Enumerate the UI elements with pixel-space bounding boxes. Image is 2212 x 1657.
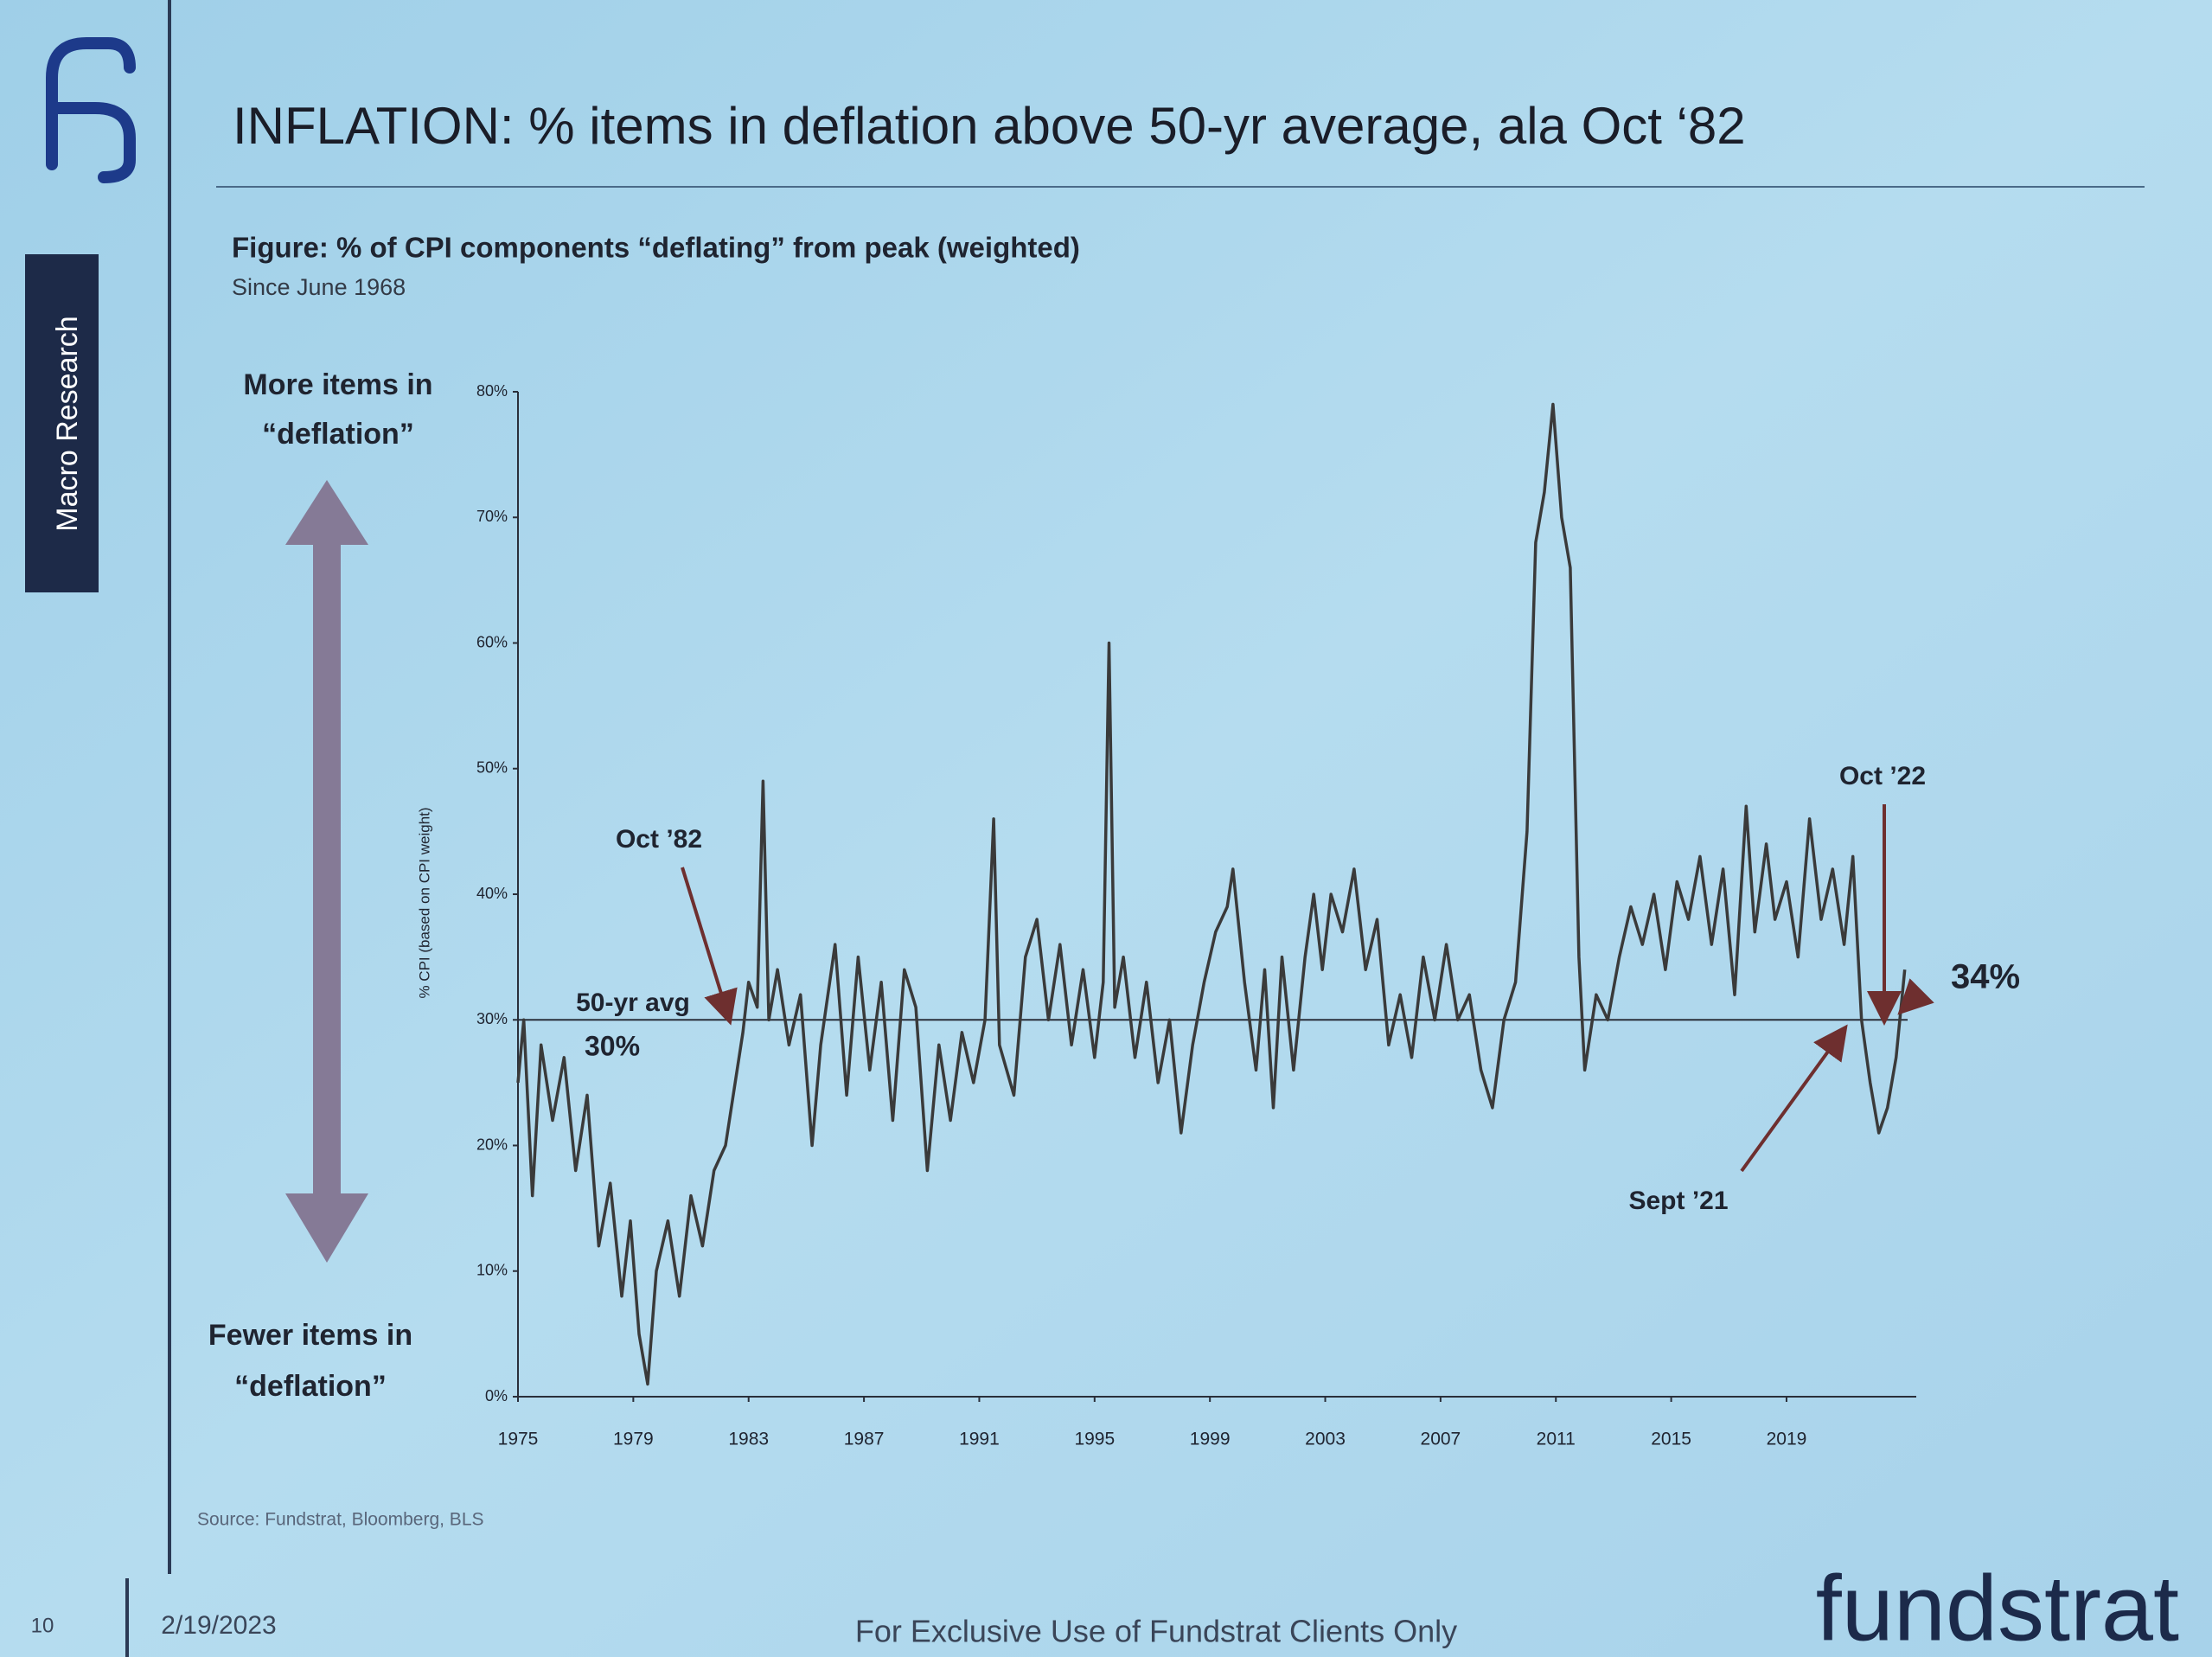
source: Source: Fundstrat, Bloomberg, BLS [197, 1510, 484, 1530]
sidebar-box [25, 254, 99, 592]
annotation: Oct ’82 [616, 825, 702, 854]
reference-label: 50-yr avg [576, 988, 690, 1017]
y-tick-label: 0% [485, 1387, 508, 1404]
annotation-arrow [1740, 1024, 1848, 1173]
y-axis-label: % CPI (based on CPI weight) [416, 807, 432, 998]
slide-title: INFLATION: % items in deflation above 50… [233, 97, 1746, 155]
y-tick-label: 20% [476, 1136, 508, 1153]
y-tick-label: 10% [476, 1262, 508, 1279]
logo [46, 37, 136, 183]
y-tick-label: 80% [476, 382, 508, 400]
x-tick-label: 1975 [498, 1430, 539, 1449]
footer-date: 2/19/2023 [161, 1611, 276, 1640]
footer-notice: For Exclusive Use of Fundstrat Clients O… [855, 1614, 1457, 1649]
y-tick-label: 50% [476, 759, 508, 777]
brand: fundstrat [1816, 1556, 2179, 1657]
x-tick-label: 1983 [728, 1430, 769, 1449]
data-line [516, 402, 1907, 1386]
sidebar-label: Macro Research [51, 316, 84, 531]
figure-title: Figure: % of CPI components “deflating” … [232, 232, 1080, 264]
x-tick-label: 1995 [1074, 1430, 1115, 1449]
y-tick-label: 40% [476, 885, 508, 902]
annotation-arrow [681, 867, 738, 1026]
x-tick-label: 2015 [1651, 1430, 1691, 1449]
x-tick-label: 2007 [1421, 1430, 1461, 1449]
top-note: “deflation” [262, 418, 414, 451]
x-tick-label: 1999 [1190, 1430, 1231, 1449]
x-tick-label: 1991 [959, 1430, 1000, 1449]
x-tick-label: 1979 [613, 1430, 654, 1449]
y-tick-label: 70% [476, 508, 508, 525]
x-tick-label: 2003 [1305, 1430, 1346, 1449]
annotation: Oct ’22 [1839, 762, 1926, 790]
page-number: 10 [31, 1614, 54, 1637]
figure-subtitle: Since June 1968 [232, 274, 406, 300]
x-tick-label: 2011 [1537, 1430, 1576, 1449]
x-tick-label: 2019 [1767, 1430, 1807, 1449]
reference-value-label: 30% [585, 1030, 640, 1061]
y-tick-label: 60% [476, 633, 508, 650]
top-note: More items in [243, 368, 432, 401]
annotation: Sept ’21 [1628, 1187, 1728, 1215]
bottom-note: “deflation” [234, 1370, 387, 1403]
annotation-arrow [1897, 978, 1934, 1015]
annotation: 34% [1951, 958, 2020, 996]
bottom-note: Fewer items in [208, 1319, 412, 1352]
x-tick-label: 1987 [844, 1430, 885, 1449]
y-tick-label: 30% [476, 1010, 508, 1027]
